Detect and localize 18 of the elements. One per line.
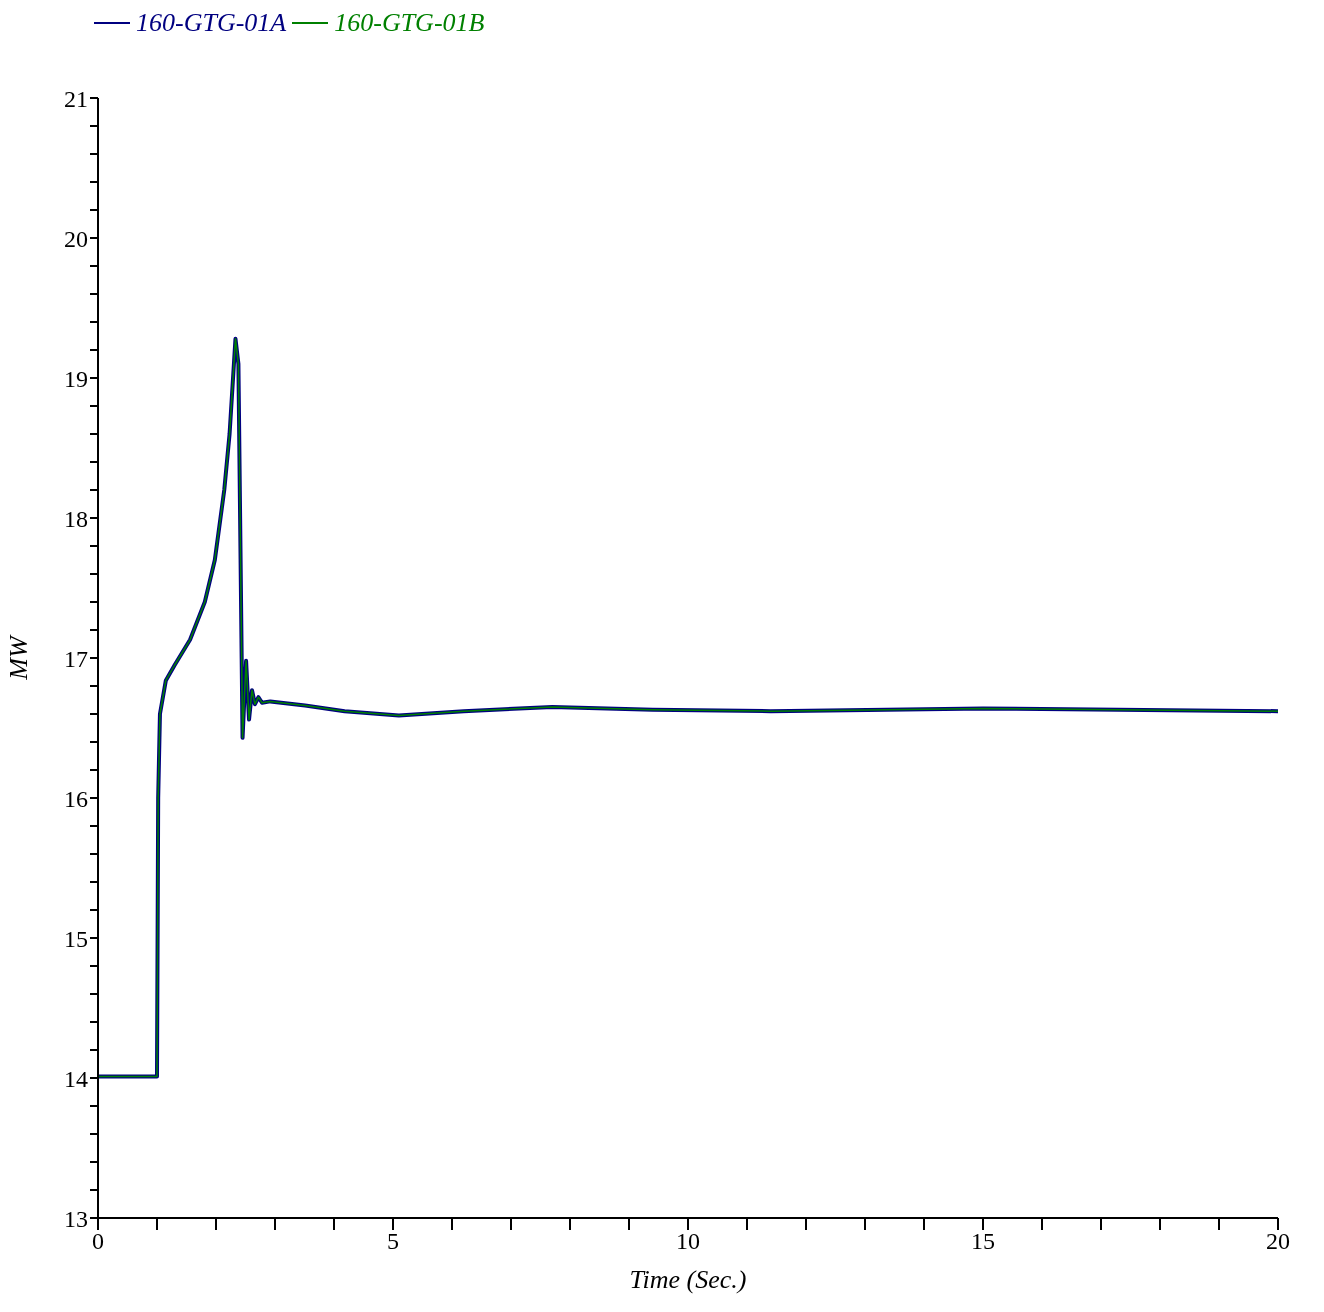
y-tick-label: 19 — [64, 365, 88, 392]
y-tick-label: 14 — [64, 1065, 88, 1092]
x-tick-label: 15 — [971, 1228, 995, 1255]
y-tick-label: 17 — [64, 645, 88, 672]
y-tick-label: 21 — [64, 85, 88, 112]
x-tick-label: 10 — [676, 1228, 700, 1255]
y-tick-label: 15 — [64, 925, 88, 952]
legend-label: 160-GTG-01A — [136, 8, 287, 38]
x-tick-label: 20 — [1266, 1228, 1290, 1255]
y-tick-label: 13 — [64, 1205, 88, 1232]
x-tick-label: 0 — [92, 1228, 104, 1255]
x-axis-title: Time (Sec.) — [629, 1265, 747, 1294]
y-tick-label: 16 — [64, 785, 88, 812]
y-axis-title: MW — [4, 634, 34, 681]
y-tick-label: 18 — [64, 505, 88, 532]
x-tick-label: 5 — [387, 1228, 399, 1255]
legend-label: 160-GTG-01B — [334, 8, 485, 38]
y-tick-label: 20 — [64, 225, 88, 252]
